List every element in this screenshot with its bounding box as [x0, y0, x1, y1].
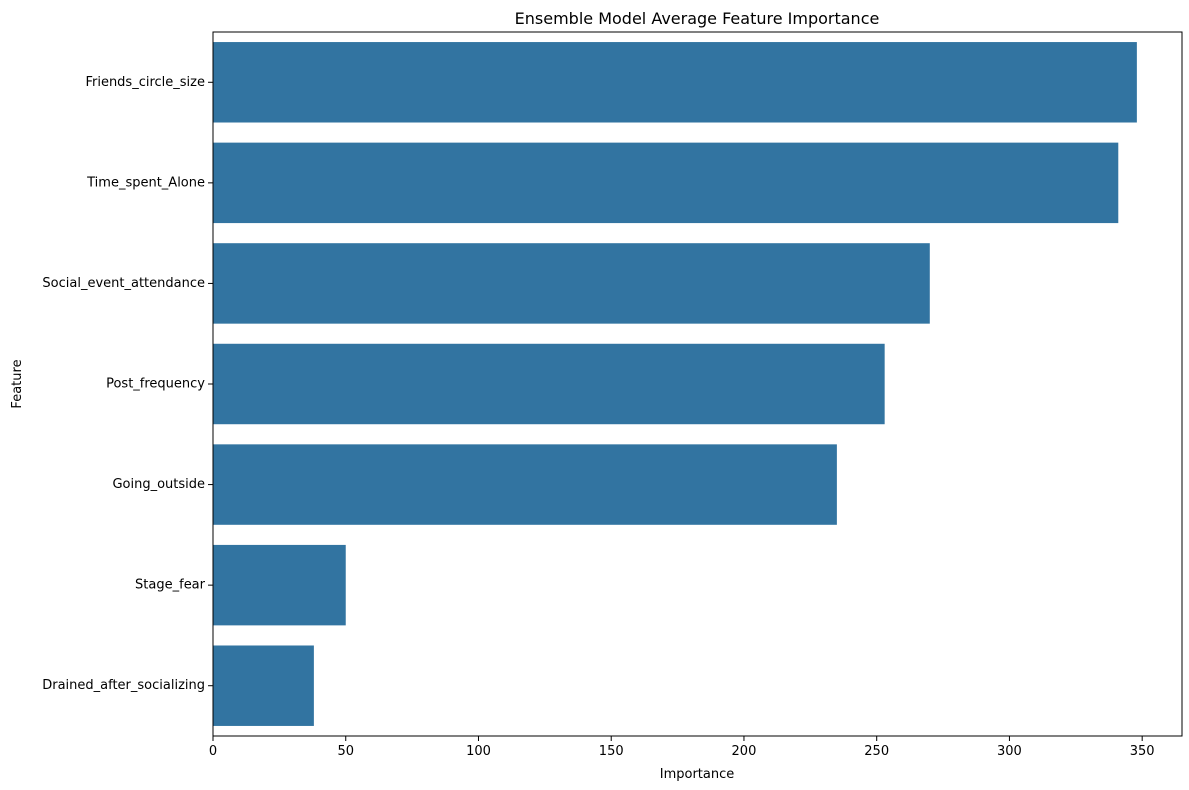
bar-stage-fear — [213, 544, 346, 626]
bar-friends-circle-size — [213, 42, 1137, 123]
bar-social-event-attendance — [213, 243, 930, 324]
y-tick-label: Post_frequency — [106, 377, 205, 392]
plot-frame — [212, 31, 1183, 737]
x-tick-label: 200 — [732, 744, 757, 759]
bar-time-spent-alone — [213, 142, 1119, 224]
x-tick-label: 150 — [599, 744, 624, 759]
x-tick-label: 100 — [466, 744, 491, 759]
x-ticks-group: 0 50 100 150 200 250 300 350 — [209, 736, 1155, 759]
y-tick-label: Stage_fear — [135, 578, 206, 593]
bar-post-frequency — [213, 343, 885, 425]
bar-drained-after-socializing — [213, 645, 314, 726]
x-axis-label: Importance — [660, 767, 735, 782]
y-tick-label: Time_spent_Alone — [86, 175, 205, 190]
x-tick-label: 250 — [864, 744, 889, 759]
x-tick-label: 50 — [337, 744, 354, 759]
y-tick-label: Social_event_attendance — [42, 276, 205, 291]
x-tick-label: 350 — [1130, 744, 1155, 759]
y-tick-label: Drained_after_socializing — [42, 678, 205, 693]
bar-going-outside — [213, 444, 837, 525]
y-tick-label: Going_outside — [112, 477, 205, 492]
y-tick-label: Friends_circle_size — [85, 75, 205, 90]
y-axis-label: Feature — [10, 359, 25, 408]
bars-group — [213, 42, 1137, 726]
y-ticks-group: Friends_circle_size Time_spent_Alone Socia… — [42, 75, 213, 693]
x-tick-label: 300 — [997, 744, 1022, 759]
chart-title: Ensemble Model Average Feature Importanc… — [515, 9, 880, 28]
x-tick-label: 0 — [209, 744, 217, 759]
